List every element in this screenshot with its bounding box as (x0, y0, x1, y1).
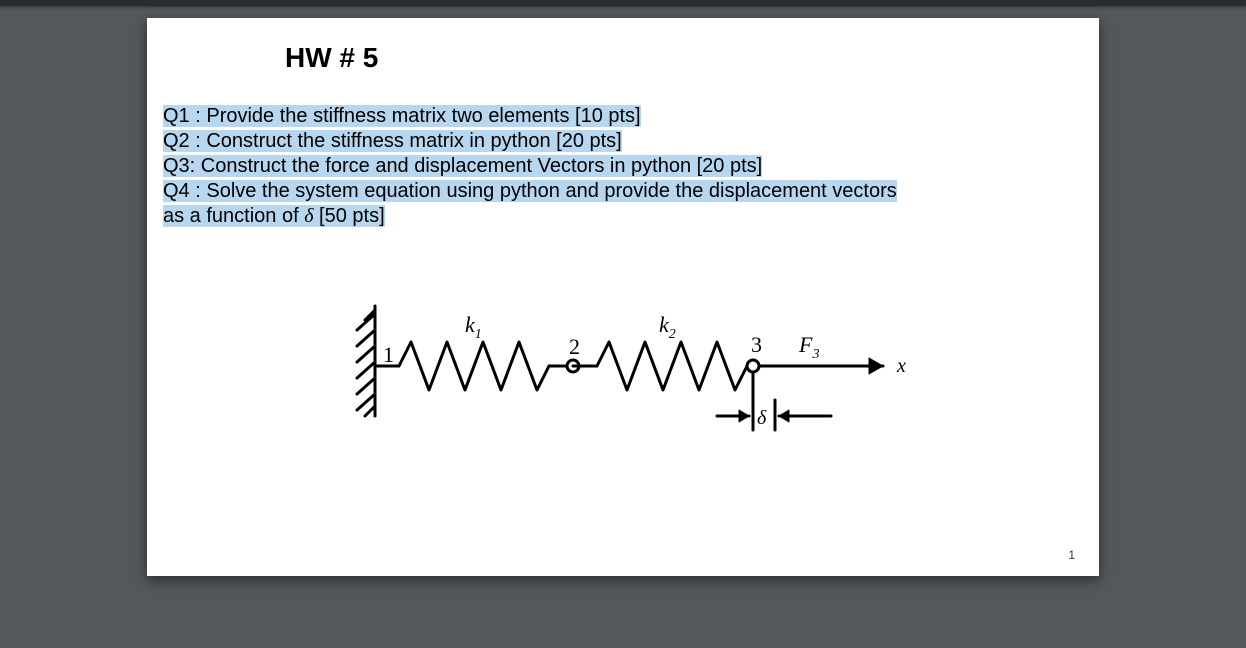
document-page: HW # 5 Q1 : Provide the stiffness matrix… (147, 18, 1099, 576)
spring-k2 (597, 342, 747, 390)
spring-diagram: 1 k1 2 k2 3 F3 x δ (333, 296, 913, 456)
spring-k1 (399, 342, 549, 390)
q4-text-a: Q4 : Solve the system equation using pyt… (163, 180, 897, 202)
k1-label: k1 (465, 312, 482, 342)
q2-text: Q2 : Construct the stiffness matrix in p… (163, 130, 622, 152)
node-2-label: 2 (569, 334, 580, 359)
force-arrow-head (869, 358, 883, 374)
k2-label: k2 (659, 312, 676, 342)
q4-delta: δ (304, 205, 313, 227)
page-number: 1 (1068, 548, 1075, 562)
force-label: F3 (798, 332, 819, 362)
gap-delta-label: δ (757, 407, 767, 429)
node-3-label: 3 (751, 332, 762, 357)
q4-text-b-prefix: as a function of (163, 205, 304, 227)
question-list: Q1 : Provide the stiffness matrix two el… (163, 104, 1075, 229)
q3-text: Q3: Construct the force and displacement… (163, 155, 762, 177)
q4-text-b-suffix: [50 pts] (314, 205, 385, 227)
axis-x-label: x (896, 355, 906, 377)
q1-text: Q1 : Provide the stiffness matrix two el… (163, 105, 641, 127)
page-title: HW # 5 (285, 42, 378, 74)
page-container: HW # 5 Q1 : Provide the stiffness matrix… (0, 6, 1246, 576)
node-3 (747, 360, 759, 372)
node-1-label: 1 (383, 342, 394, 367)
